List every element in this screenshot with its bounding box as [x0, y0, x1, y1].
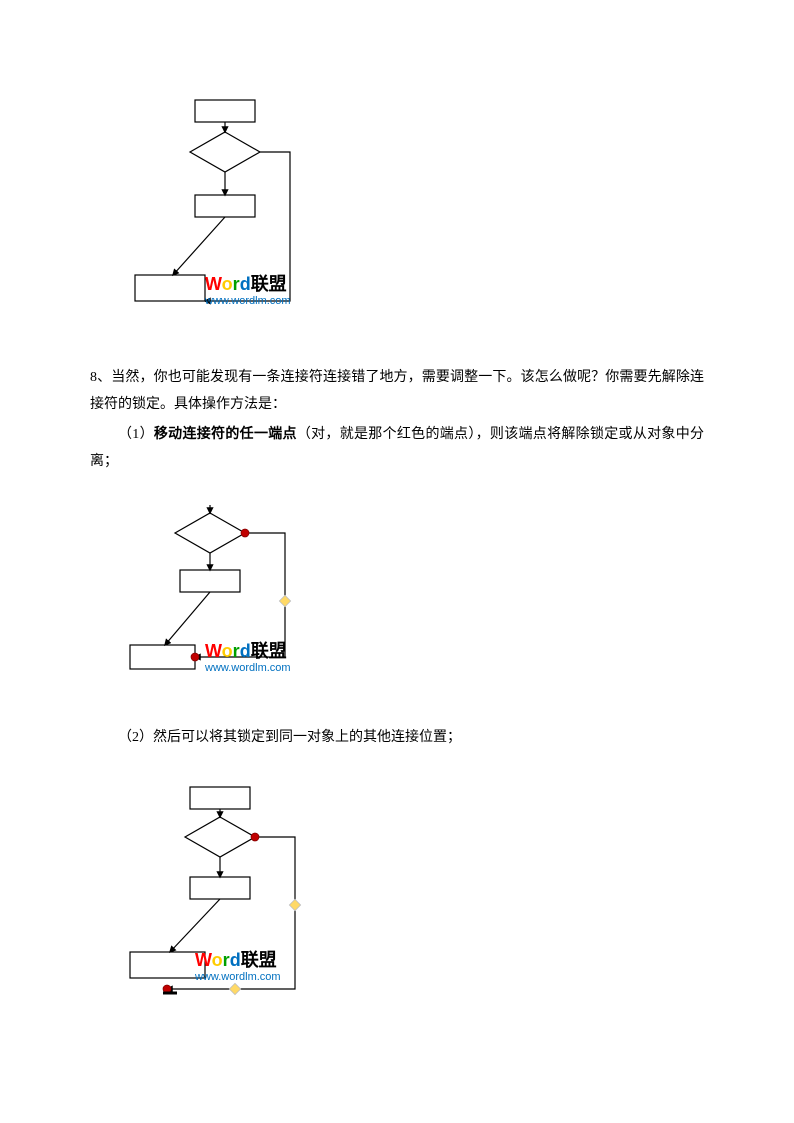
process-box — [190, 877, 250, 899]
connector — [165, 592, 210, 645]
svg-text:www.wordlm.com: www.wordlm.com — [204, 662, 291, 674]
paragraph-8-step2: （2）然后可以将其锁定到同一对象上的其他连接位置； — [90, 725, 704, 752]
decision-diamond — [190, 132, 260, 172]
wm-d: d — [240, 274, 251, 294]
figure-1: Word联盟 www.wordlm.com — [125, 90, 704, 325]
watermark: Word联盟 www.wordlm.com — [194, 950, 281, 983]
document-page: Word联盟 www.wordlm.com 8、当然，你也可能发现有一条连接符连… — [0, 0, 794, 1007]
step1-bold: 移动连接符的任一端点 — [154, 427, 297, 442]
wm-cn: 联盟 — [251, 274, 287, 294]
process-box — [180, 570, 240, 592]
endpoint-red[interactable] — [251, 833, 259, 841]
svg-text:www.wordlm.com: www.wordlm.com — [194, 971, 281, 983]
watermark: Word联盟 www.wordlm.com — [204, 641, 291, 674]
wm-o: o — [222, 274, 233, 294]
process-box — [130, 952, 205, 978]
process-box — [190, 787, 250, 809]
wm-W: W — [205, 274, 222, 294]
handle-yellow[interactable] — [229, 983, 240, 994]
process-box — [195, 100, 255, 122]
endpoint-red[interactable] — [241, 529, 249, 537]
endpoint-red[interactable] — [191, 653, 199, 661]
process-box — [135, 275, 205, 301]
decision-diamond — [185, 817, 255, 857]
watermark: Word联盟 www.wordlm.com — [204, 274, 291, 307]
svg-text:Word联盟: Word联盟 — [195, 950, 277, 970]
flowchart-1: Word联盟 www.wordlm.com — [125, 90, 345, 325]
handle-yellow[interactable] — [279, 596, 290, 607]
paragraph-8-step1: （1）移动连接符的任一端点（对，就是那个红色的端点），则该端点将解除锁定或从对象… — [90, 422, 704, 475]
wm-r: r — [233, 274, 240, 294]
figure-3: Word联盟 www.wordlm.com — [125, 782, 704, 1007]
svg-text:Word联盟: Word联盟 — [205, 641, 287, 661]
paragraph-8-intro: 8、当然，你也可能发现有一条连接符连接错了地方，需要调整一下。该怎么做呢？你需要… — [90, 365, 704, 418]
figure-2: Word联盟 www.wordlm.com — [125, 505, 704, 685]
handle-yellow[interactable] — [289, 899, 300, 910]
flowchart-3: Word联盟 www.wordlm.com — [125, 782, 360, 1007]
connector — [170, 899, 220, 952]
svg-text:Word联盟: Word联盟 — [205, 274, 287, 294]
step1-prefix: （1） — [118, 427, 154, 442]
process-box — [130, 645, 195, 669]
process-box — [195, 195, 255, 217]
decision-diamond — [175, 513, 245, 553]
flowchart-2: Word联盟 www.wordlm.com — [125, 505, 355, 685]
connector — [173, 217, 225, 275]
wm-url: www.wordlm.com — [204, 295, 291, 307]
